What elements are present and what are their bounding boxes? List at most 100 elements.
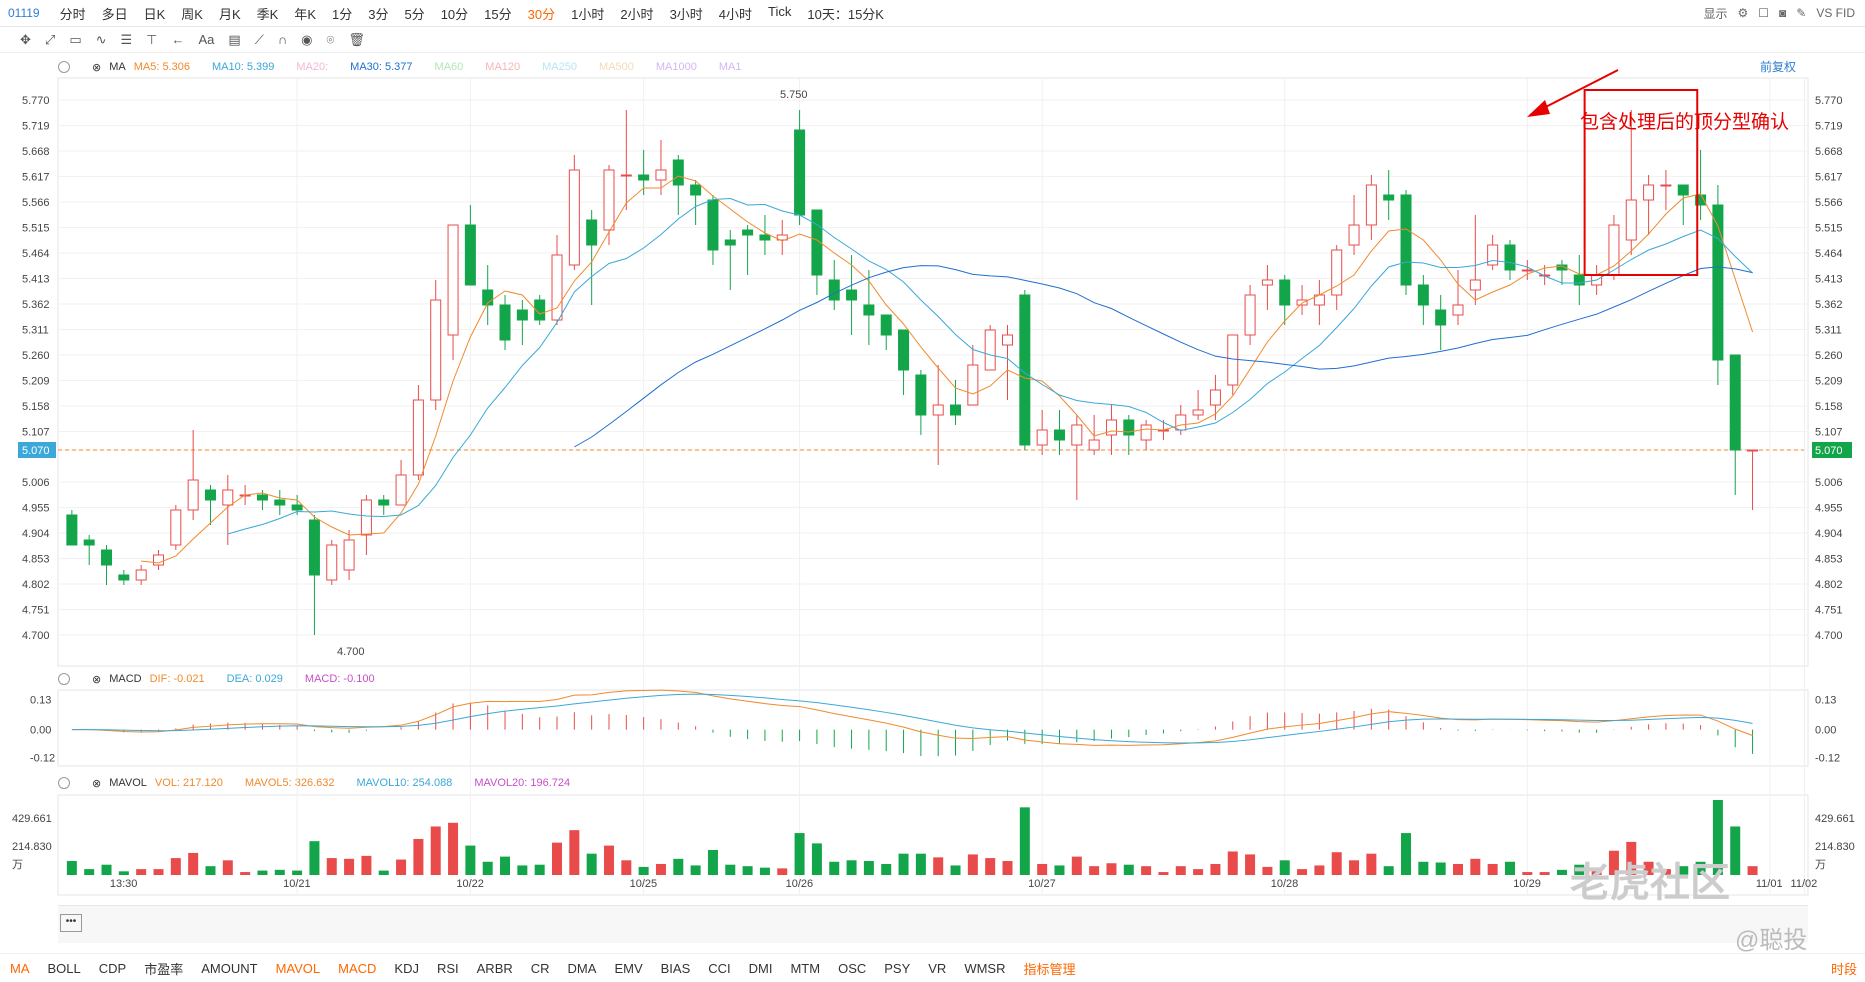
indicator-tab-6[interactable]: MACD bbox=[338, 960, 377, 976]
date-label: 11/01 bbox=[1756, 878, 1783, 890]
period-6[interactable]: 年K bbox=[294, 6, 316, 22]
lock-icon[interactable]: ⌾ bbox=[326, 31, 335, 47]
line-tool-icon[interactable]: ⤢ bbox=[44, 31, 56, 47]
settings-icon[interactable]: ⚙ bbox=[1737, 6, 1749, 20]
period-14[interactable]: 2小时 bbox=[620, 6, 654, 22]
fib-tool-icon[interactable]: ☰ bbox=[120, 31, 133, 47]
period-13[interactable]: 1小时 bbox=[571, 6, 605, 22]
eye-icon[interactable]: ◉ bbox=[301, 31, 313, 47]
rect-tool-icon[interactable]: ▭ bbox=[69, 31, 82, 47]
stock-code[interactable]: 01119 bbox=[8, 6, 40, 20]
indicator-tab-11[interactable]: DMA bbox=[567, 960, 597, 976]
indicator-tab-9[interactable]: ARBR bbox=[476, 960, 513, 976]
price-tick-left: 5.413 bbox=[22, 274, 50, 286]
indicator-tab-21[interactable]: 指标管理 bbox=[1023, 961, 1076, 977]
volume-bar bbox=[829, 861, 840, 875]
ruler-icon[interactable]: ⟋ bbox=[254, 31, 264, 47]
candle-body bbox=[378, 499, 390, 506]
indicator-tab-20[interactable]: WMSR bbox=[964, 960, 1006, 976]
volume-bar bbox=[655, 863, 666, 875]
period-8[interactable]: 3分 bbox=[368, 6, 389, 22]
period-3[interactable]: 周K bbox=[181, 6, 203, 22]
navigator-handle-icon[interactable]: ••• bbox=[60, 914, 82, 932]
price-tick-right: 5.464 bbox=[1815, 248, 1843, 260]
wave-tool-icon[interactable]: ∿ bbox=[95, 31, 107, 47]
period-2[interactable]: 日K bbox=[143, 6, 166, 22]
period-7[interactable]: 1分 bbox=[331, 6, 353, 22]
price-tick-right: 5.770 bbox=[1815, 95, 1843, 107]
indicator-tab-13[interactable]: BIAS bbox=[660, 960, 691, 976]
ma-settings-icon[interactable] bbox=[58, 61, 70, 73]
period-0[interactable]: 分时 bbox=[59, 6, 86, 22]
camera-icon[interactable]: ◙ bbox=[1779, 6, 1787, 20]
volume-bar bbox=[1591, 867, 1602, 875]
period-list: 分时 多日 日K 周K 月K 季K 年K 1分 3分 5分 10分 15分 30分 1小时 2小时 3小时 4小… bbox=[52, 4, 892, 23]
macd-name[interactable]: MACD bbox=[109, 673, 142, 685]
period-9[interactable]: 5分 bbox=[404, 6, 425, 22]
restore-rights[interactable]: 前复权 bbox=[1760, 60, 1797, 74]
comment-tool-icon[interactable]: ▤ bbox=[228, 31, 241, 47]
volume-bar bbox=[500, 856, 511, 875]
indicator-tab-2[interactable]: CDP bbox=[98, 960, 127, 976]
indicator-tab-8[interactable]: RSI bbox=[436, 960, 459, 976]
period-1[interactable]: 多日 bbox=[101, 6, 128, 22]
macd-close-icon[interactable]: ⊗ bbox=[92, 673, 102, 686]
indicator-tab-16[interactable]: MTM bbox=[790, 960, 821, 976]
indicator-tab-7[interactable]: KDJ bbox=[394, 960, 419, 976]
indicator-tab-4[interactable]: AMOUNT bbox=[201, 960, 258, 976]
macd-tick-right: 0.00 bbox=[1815, 725, 1836, 737]
pen-icon[interactable]: ✎ bbox=[1796, 6, 1807, 20]
period-11[interactable]: 15分 bbox=[484, 6, 512, 22]
indicator-tab-12[interactable]: EMV bbox=[614, 960, 643, 976]
trash-icon[interactable]: 🗑 bbox=[348, 31, 365, 47]
macd-tick-right: -0.12 bbox=[1815, 752, 1840, 764]
indicator-tab-0[interactable]: MA bbox=[10, 960, 30, 976]
indicator-tab-17[interactable]: OSC bbox=[838, 960, 867, 976]
range-navigator[interactable]: ••• bbox=[58, 905, 1808, 943]
macd-settings-icon[interactable] bbox=[58, 673, 70, 685]
candle-body bbox=[898, 329, 910, 371]
mavol10-value: MAVOL10: 254.088 bbox=[356, 777, 453, 789]
indicator-tab-14[interactable]: CCI bbox=[708, 960, 731, 976]
period-5[interactable]: 季K bbox=[256, 6, 279, 22]
period-18[interactable]: 10天：15分K bbox=[807, 6, 884, 22]
dea-value: DEA: 0.029 bbox=[226, 673, 283, 685]
mavol-settings-icon[interactable] bbox=[58, 777, 70, 789]
ma-close-icon[interactable]: ⊗ bbox=[92, 61, 102, 74]
display-menu[interactable]: 显示 bbox=[1703, 6, 1728, 21]
period-10[interactable]: 10分 bbox=[440, 6, 469, 22]
volume-bar bbox=[1002, 861, 1013, 875]
indicator-tab-1[interactable]: BOLL bbox=[47, 960, 81, 976]
ma-name[interactable]: MA bbox=[109, 61, 126, 73]
period-range-tab[interactable]: 时段 bbox=[1830, 961, 1857, 977]
text-tool-icon[interactable]: Aa bbox=[198, 32, 215, 47]
candle-body bbox=[482, 289, 494, 306]
volume-bar bbox=[603, 845, 614, 875]
indicator-tab-5[interactable]: MAVOL bbox=[275, 960, 321, 976]
square-icon[interactable]: ☐ bbox=[1758, 6, 1770, 20]
period-17[interactable]: Tick bbox=[768, 3, 792, 19]
indicator-tab-19[interactable]: VR bbox=[928, 960, 947, 976]
candle-body bbox=[499, 304, 511, 341]
arrow-tool-icon[interactable]: ← bbox=[171, 32, 185, 47]
mavol-name[interactable]: MAVOL bbox=[109, 777, 147, 789]
volume-bar bbox=[1712, 800, 1723, 875]
period-15[interactable]: 3小时 bbox=[669, 6, 703, 22]
kline-chart[interactable]: 5.770 5.770 5.719 5.719 5.668 5.668 5.617 5.617… bbox=[0, 0, 1865, 900]
magnet-icon[interactable]: ∩ bbox=[277, 32, 288, 47]
date-label: 10/29 bbox=[1513, 878, 1541, 890]
indicator-tab-3[interactable]: 市盈率 bbox=[144, 961, 184, 977]
indicator-tab-18[interactable]: PSY bbox=[884, 960, 911, 976]
period-12[interactable]: 30分 bbox=[527, 6, 556, 22]
compare-label[interactable]: VS FID bbox=[1816, 6, 1855, 20]
period-16[interactable]: 4小时 bbox=[718, 6, 753, 22]
move-icon[interactable]: ✥ bbox=[20, 31, 31, 47]
period-4[interactable]: 月K bbox=[218, 6, 241, 22]
volume-bar bbox=[1210, 863, 1221, 875]
indicator-tab-10[interactable]: CR bbox=[530, 960, 550, 976]
vertical-tool-icon[interactable]: ⊤ bbox=[146, 31, 158, 47]
indicator-tab-15[interactable]: DMI bbox=[748, 960, 773, 976]
candle-body bbox=[1435, 309, 1447, 326]
mavol-close-icon[interactable]: ⊗ bbox=[92, 777, 102, 790]
price-tick-right: 5.107 bbox=[1815, 427, 1843, 439]
